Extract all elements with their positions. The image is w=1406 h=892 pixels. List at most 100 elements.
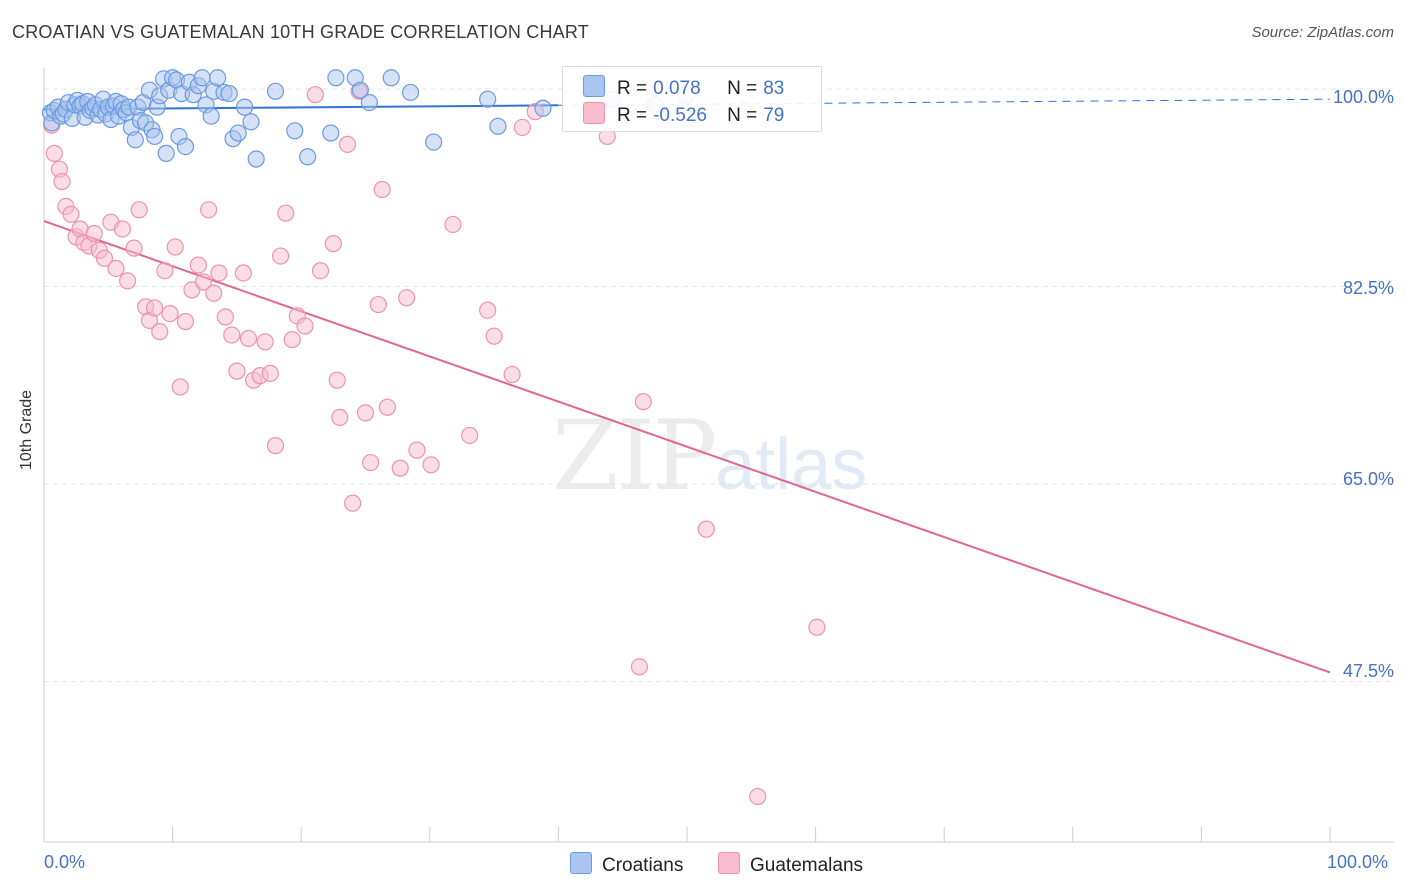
guatemalans-point xyxy=(369,295,387,314)
guatemalans-point xyxy=(306,86,324,104)
guatemalans-legend-label: Guatemalans xyxy=(750,855,864,876)
legend-r-value: 0.078 xyxy=(653,78,701,99)
croatians-point xyxy=(176,138,195,156)
croatians-point xyxy=(286,122,304,140)
guatemalans-point xyxy=(697,520,715,538)
guatemalans-legend-swatch xyxy=(718,852,740,874)
guatemalans-point xyxy=(266,437,285,455)
legend-r-label: R = xyxy=(617,105,648,126)
guatemalans-point xyxy=(161,304,179,323)
guatemalans-point xyxy=(239,329,258,348)
croatians-point xyxy=(202,107,220,125)
guatemalans-point xyxy=(256,333,274,351)
legend-n-value: 79 xyxy=(763,105,785,126)
chart-title: CROATIAN VS GUATEMALAN 10TH GRADE CORREL… xyxy=(12,22,589,42)
guatemalans-point xyxy=(166,238,184,256)
guatemalans-point xyxy=(113,220,132,238)
guatemalans-point xyxy=(398,289,416,307)
croatians-swatch xyxy=(583,75,605,97)
croatians-point xyxy=(220,84,238,103)
guatemalans-point xyxy=(311,262,330,280)
guatemalans-point xyxy=(356,404,375,422)
croatians-point xyxy=(327,69,345,87)
guatemalans-point xyxy=(328,371,346,389)
guatemalans-point xyxy=(189,256,207,274)
guatemalans-point xyxy=(391,459,409,477)
y-tick-label-65: 65.0% xyxy=(1342,469,1394,489)
guatemalans-point xyxy=(216,308,234,326)
y-tick-label-82-5: 82.5% xyxy=(1342,278,1394,298)
guatemalans-point xyxy=(223,326,241,344)
guatemalans-point xyxy=(408,441,426,459)
croatians-point xyxy=(425,133,443,151)
x-tick-label-min: 0.0% xyxy=(44,852,86,872)
guatemalans-point xyxy=(118,272,137,290)
croatians-point xyxy=(126,131,144,149)
legend-n-label: N = xyxy=(727,78,758,99)
croatians-point xyxy=(157,144,175,162)
croatians-point xyxy=(193,69,211,87)
guatemalans-point xyxy=(85,224,103,243)
grid-layer xyxy=(44,88,1394,682)
y-tick-label-47-5: 47.5% xyxy=(1342,661,1394,681)
guatemalans-point xyxy=(145,299,164,317)
croatians-point xyxy=(322,124,340,142)
guatemalans-swatch xyxy=(583,102,605,124)
guatemalans-point xyxy=(513,118,531,137)
axis-layer xyxy=(43,68,1394,843)
croatians-legend-label: Croatians xyxy=(602,855,684,876)
stats-legend: R = 0.078 N = 83 R = -0.526 N = 79 xyxy=(562,66,822,132)
croatians-point xyxy=(401,83,420,102)
guatemalans-point xyxy=(378,398,396,416)
guatemalans-point xyxy=(331,408,349,427)
guatemalans-point xyxy=(272,247,290,265)
guatemalans-point xyxy=(210,264,228,282)
guatemalans-point xyxy=(373,180,391,199)
legend-row-croatians: R = 0.078 N = 83 xyxy=(583,75,784,99)
croatians-point xyxy=(266,82,285,100)
legend-r-label: R = xyxy=(617,78,648,99)
guatemalans-point xyxy=(171,378,189,396)
bottom-legend-guatemalans: Guatemalans xyxy=(718,852,863,877)
guatemalans-point xyxy=(176,312,195,331)
croatians-point xyxy=(534,99,552,117)
croatians-point xyxy=(229,124,247,142)
guatemalans-trend-line xyxy=(43,220,1331,674)
guatemalans-point xyxy=(630,658,649,676)
guatemalans-point xyxy=(53,172,71,191)
croatians-point xyxy=(479,90,497,108)
croatians-point xyxy=(351,81,369,99)
guatemalans-point xyxy=(62,205,80,223)
guatemalans-point xyxy=(749,787,767,806)
guatemalans-point xyxy=(461,426,479,445)
watermark-zip: ZIP xyxy=(552,400,717,512)
guatemalans-point xyxy=(444,215,462,234)
y-tick-label-100: 100.0% xyxy=(1332,87,1394,107)
guatemalans-point xyxy=(296,317,314,335)
guatemalans-point xyxy=(130,201,148,219)
croatians-point xyxy=(236,98,254,116)
guatemalans-point xyxy=(234,264,252,282)
guatemalans-point xyxy=(45,144,63,162)
watermark: ZIPatlas xyxy=(552,400,867,512)
guatemalans-point xyxy=(151,323,169,341)
guatemalans-point xyxy=(634,393,652,411)
legend-n-label: N = xyxy=(727,105,758,126)
croatians-point xyxy=(299,148,317,166)
guatemalans-point xyxy=(277,204,295,222)
guatemalans-point xyxy=(503,365,521,384)
guatemalans-point xyxy=(228,362,246,380)
guatemalans-point xyxy=(125,239,143,257)
croatians-point xyxy=(242,113,260,131)
guatemalans-point xyxy=(338,135,357,153)
legend-r-value: -0.526 xyxy=(653,105,707,126)
guatemalans-point xyxy=(107,259,125,278)
guatemalans-point xyxy=(344,494,362,512)
guatemalans-point xyxy=(95,249,114,267)
croatians-point xyxy=(209,69,227,87)
guatemalans-point xyxy=(283,330,301,349)
croatians-legend-swatch xyxy=(570,852,592,874)
guatemalans-point xyxy=(324,235,342,253)
trend-lines xyxy=(43,98,1331,674)
